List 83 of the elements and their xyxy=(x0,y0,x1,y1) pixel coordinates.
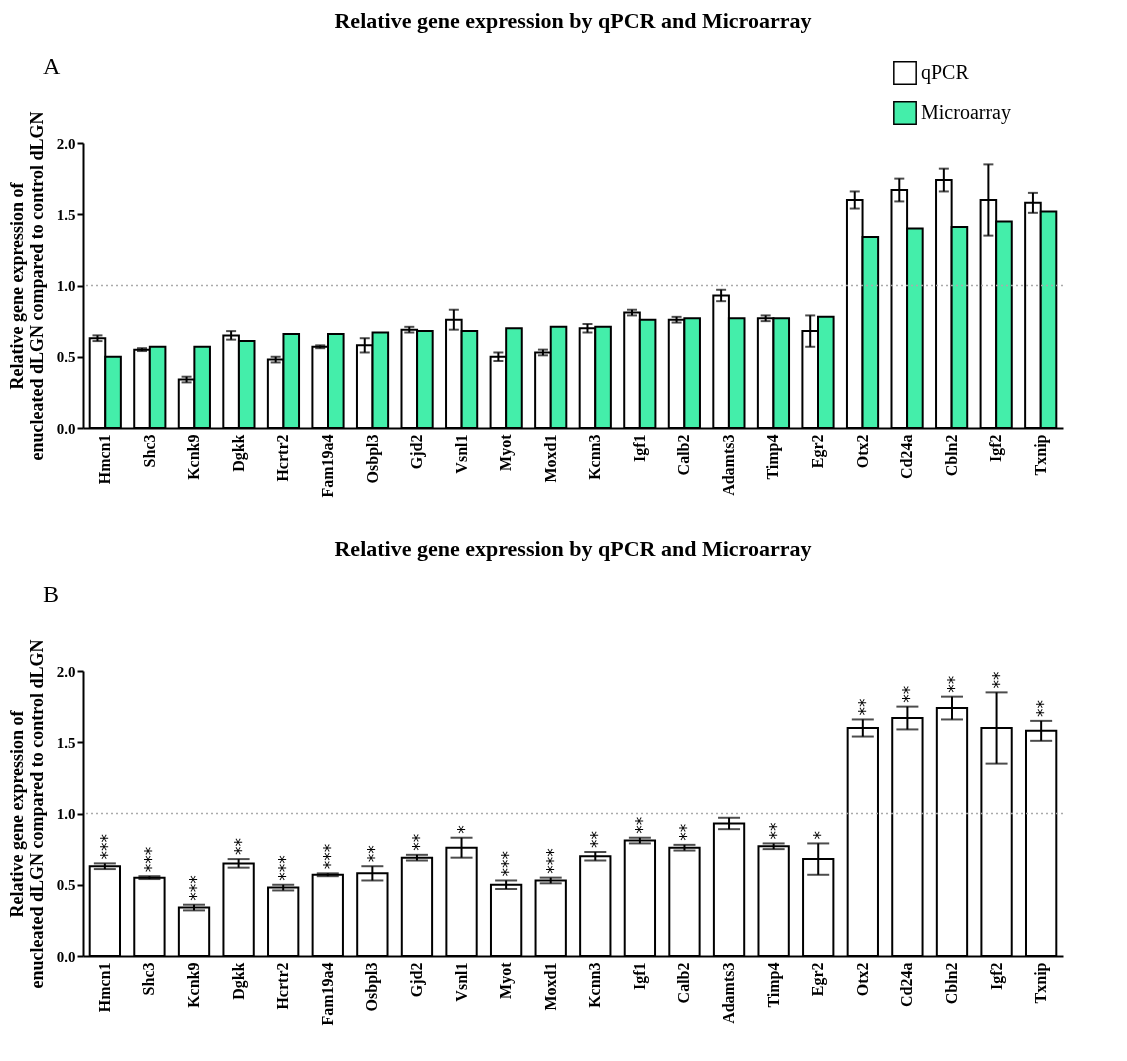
annotation: * xyxy=(453,825,474,834)
x-tick-label: Moxd1 xyxy=(541,434,559,483)
annotation: *** xyxy=(498,850,519,877)
text: B xyxy=(43,581,60,607)
annotation: *** xyxy=(96,833,117,860)
y-tick-label: 1.5 xyxy=(56,734,76,751)
annotation: * xyxy=(810,830,831,840)
annotation: ** xyxy=(854,698,875,716)
y-tick-label: 1.0 xyxy=(56,806,76,822)
y-tick-label: 2.0 xyxy=(56,663,76,680)
annotation: ** xyxy=(943,675,964,693)
x-tick-label: Vsnl1 xyxy=(452,434,470,474)
chart-title: Relative gene expression by qPCR and Microarray xyxy=(334,536,812,561)
x-tick-label: Dgkk xyxy=(229,962,248,1000)
x-tick-label: Hmcn1 xyxy=(95,962,113,1013)
y-tick-label: 0.0 xyxy=(56,948,76,965)
x-tick-label: Shc3 xyxy=(140,434,158,468)
annotation: ** xyxy=(899,685,920,703)
x-tick-label: Igf2 xyxy=(987,434,1006,463)
x-tick-label: Adamts3 xyxy=(719,434,737,496)
x-tick-label: Otx2 xyxy=(853,434,871,469)
x-tick-label: Moxd1 xyxy=(541,962,559,1011)
x-tick-label: Hmcn1 xyxy=(96,434,114,485)
x-tick-label: Fam19a4 xyxy=(319,434,336,498)
x-tick-label: Myot xyxy=(497,433,516,471)
x-tick-label: Gjd2 xyxy=(407,962,426,998)
x-tick-label: Kcnk9 xyxy=(185,962,203,1008)
y-tick-label: 0.5 xyxy=(56,877,76,894)
x-tick-label: Kcnn3 xyxy=(586,434,604,480)
y-tick-label: 1.0 xyxy=(56,278,76,294)
y-axis-title: Relative gene expression of enucleated dLGN compared to control dLGN xyxy=(6,639,47,989)
y-tick-label: 0.0 xyxy=(56,420,76,437)
annotation: ** xyxy=(676,823,697,841)
x-tick-label: Vsnl1 xyxy=(452,962,470,1002)
annotation: ** xyxy=(587,830,608,848)
x-tick-label: Kcnn3 xyxy=(586,962,604,1008)
x-tick-label: Hcrtr2 xyxy=(274,434,292,482)
x-tick-label: Cd24a xyxy=(898,434,916,479)
annotation: *** xyxy=(186,875,207,901)
x-tick-label: Shc3 xyxy=(140,962,158,996)
x-tick-label: Egr2 xyxy=(809,962,828,997)
x-tick-label: Igf2 xyxy=(987,962,1006,991)
x-tick-label: Otx2 xyxy=(853,962,871,997)
annotation: ** xyxy=(230,838,251,856)
x-tick-label: Calb2 xyxy=(675,962,693,1004)
y-tick-label: 0.5 xyxy=(56,349,76,366)
x-tick-label: Myot xyxy=(497,961,516,999)
x-tick-label: Adamts3 xyxy=(720,962,738,1024)
annotation: ** xyxy=(631,816,652,834)
x-tick-label: Osbpl3 xyxy=(363,962,382,1012)
x-tick-label: Igf1 xyxy=(630,962,649,991)
y-tick-label: 2.0 xyxy=(56,135,76,152)
x-tick-label: Timp4 xyxy=(764,434,783,480)
x-tick-label: Dgkk xyxy=(229,434,248,472)
x-tick-label: Kcnk9 xyxy=(185,434,203,480)
x-tick-label: Igf1 xyxy=(630,434,649,463)
annotation: *** xyxy=(319,843,340,870)
annotation: ** xyxy=(364,845,385,863)
x-tick-label: Txnip xyxy=(1031,434,1050,476)
chart-title: Relative gene expression by qPCR and Microarray xyxy=(334,8,812,33)
x-tick-label: Timp4 xyxy=(764,962,783,1008)
legend-label: Microarray xyxy=(921,101,1011,124)
y-tick-label: 1.5 xyxy=(56,206,76,223)
annotation: *** xyxy=(542,848,563,874)
x-tick-label: Fam19a4 xyxy=(318,962,336,1026)
x-tick-label: Cbln2 xyxy=(942,434,960,477)
text: A xyxy=(43,53,61,79)
x-tick-label: Gjd2 xyxy=(408,434,427,470)
x-tick-label: Osbpl3 xyxy=(363,434,382,484)
annotation: *** xyxy=(141,846,162,873)
x-tick-label: Txnip xyxy=(1032,962,1051,1004)
x-tick-label: Egr2 xyxy=(809,434,827,469)
annotation: ** xyxy=(1033,699,1054,717)
annotation: ** xyxy=(408,833,429,851)
x-tick-label: Hcrtr2 xyxy=(274,962,292,1010)
x-tick-label: Calb2 xyxy=(675,434,693,476)
annotation: *** xyxy=(275,855,296,881)
x-tick-label: Cd24a xyxy=(898,962,916,1007)
legend-label: qPCR xyxy=(921,61,970,84)
annotation: ** xyxy=(765,822,786,840)
y-axis-title: Relative gene expression of enucleated dLGN compared to control dLGN xyxy=(6,111,47,461)
x-tick-label: Cbln2 xyxy=(942,962,960,1005)
annotation: ** xyxy=(988,671,1009,689)
